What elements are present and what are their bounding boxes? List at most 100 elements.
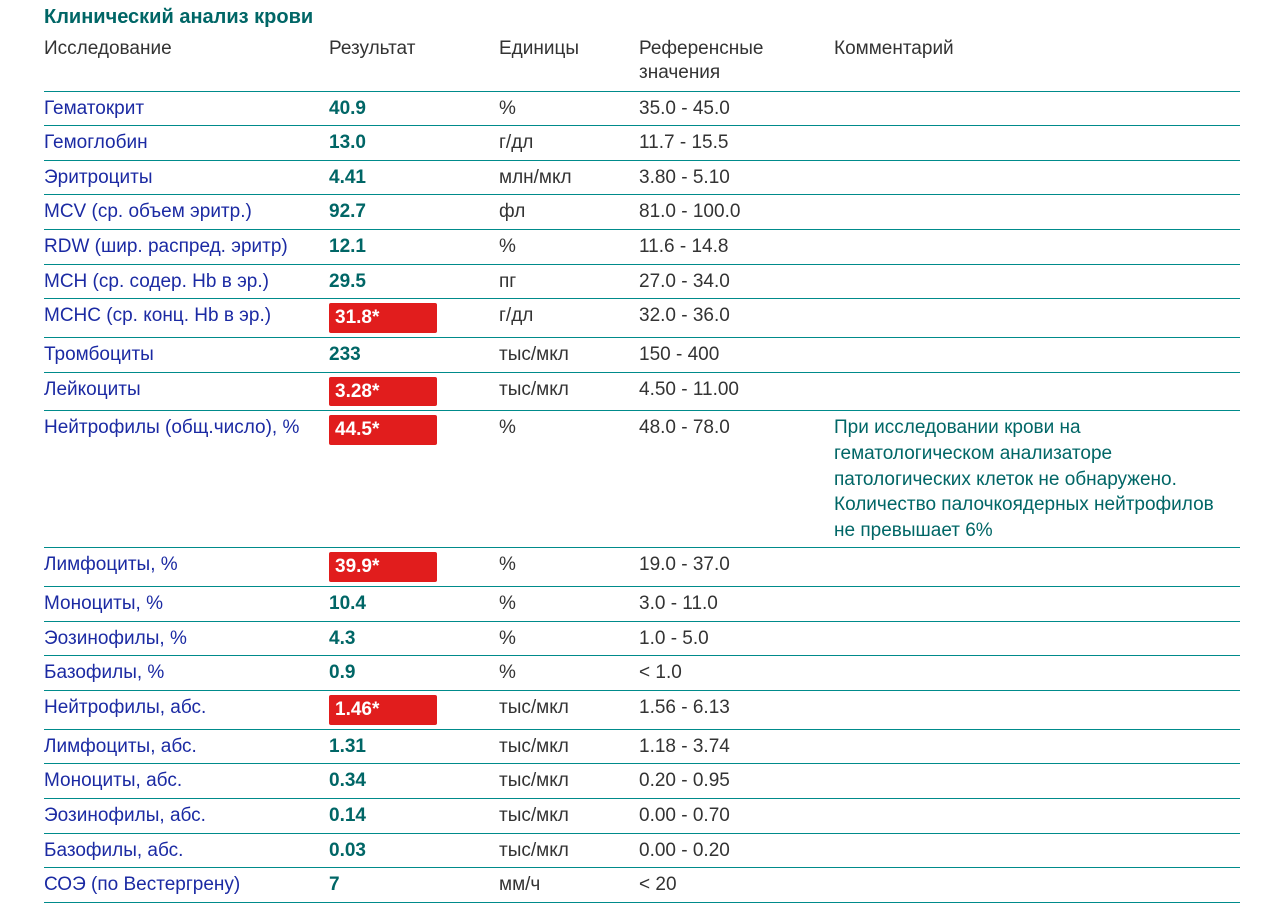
cell-test-name: Тромбоциты bbox=[44, 337, 329, 372]
table-row: Лимфоциты, %39.9*%19.0 - 37.0 bbox=[44, 548, 1240, 587]
cell-result: 0.14 bbox=[329, 798, 499, 833]
table-row: Эозинофилы, %4.3%1.0 - 5.0 bbox=[44, 621, 1240, 656]
col-ref: Референсные значения bbox=[639, 33, 834, 91]
cell-reference-range: 0.00 - 0.70 bbox=[639, 798, 834, 833]
table-row: Нейтрофилы (общ.число), %44.5*%48.0 - 78… bbox=[44, 411, 1240, 548]
table-row: Лимфоциты, абс.1.31тыс/мкл1.18 - 3.74 bbox=[44, 729, 1240, 764]
cell-result: 10.4 bbox=[329, 587, 499, 622]
table-row: Тромбоциты233тыс/мкл150 - 400 bbox=[44, 337, 1240, 372]
table-row: Моноциты, %10.4%3.0 - 11.0 bbox=[44, 587, 1240, 622]
table-row: RDW (шир. распред. эритр)12.1%11.6 - 14.… bbox=[44, 230, 1240, 265]
cell-reference-range: < 20 bbox=[639, 868, 834, 903]
cell-units: тыс/мкл bbox=[499, 372, 639, 411]
table-header-row: Исследование Результат Единицы Референсн… bbox=[44, 33, 1240, 91]
cell-comment bbox=[834, 299, 1240, 338]
cell-result: 0.9 bbox=[329, 656, 499, 691]
table-row: Эозинофилы, абс.0.14тыс/мкл0.00 - 0.70 bbox=[44, 798, 1240, 833]
cell-comment bbox=[834, 160, 1240, 195]
col-result: Результат bbox=[329, 33, 499, 91]
cell-test-name: Эозинофилы, % bbox=[44, 621, 329, 656]
cell-units: млн/мкл bbox=[499, 160, 639, 195]
table-body: Гематокрит40.9%35.0 - 45.0Гемоглобин13.0… bbox=[44, 91, 1240, 902]
report-title: Клинический анализ крови bbox=[44, 6, 1240, 29]
table-row: MCV (ср. объем эритр.)92.7фл81.0 - 100.0 bbox=[44, 195, 1240, 230]
cell-test-name: RDW (шир. распред. эритр) bbox=[44, 230, 329, 265]
cell-comment bbox=[834, 764, 1240, 799]
cell-test-name: MCHC (ср. конц. Hb в эр.) bbox=[44, 299, 329, 338]
cell-units: тыс/мкл bbox=[499, 729, 639, 764]
cell-test-name: Лейкоциты bbox=[44, 372, 329, 411]
cell-result: 1.46* bbox=[329, 691, 499, 730]
table-row: СОЭ (по Вестергрену)7мм/ч< 20 bbox=[44, 868, 1240, 903]
cell-result: 233 bbox=[329, 337, 499, 372]
cell-comment bbox=[834, 798, 1240, 833]
table-row: Гемоглобин13.0г/дл11.7 - 15.5 bbox=[44, 126, 1240, 161]
cell-reference-range: 1.0 - 5.0 bbox=[639, 621, 834, 656]
cell-result: 44.5* bbox=[329, 411, 499, 548]
cell-reference-range: 27.0 - 34.0 bbox=[639, 264, 834, 299]
table-row: Эритроциты4.41млн/мкл3.80 - 5.10 bbox=[44, 160, 1240, 195]
cell-result: 0.03 bbox=[329, 833, 499, 868]
cell-reference-range: 3.80 - 5.10 bbox=[639, 160, 834, 195]
cell-reference-range: 32.0 - 36.0 bbox=[639, 299, 834, 338]
cell-comment bbox=[834, 230, 1240, 265]
cell-test-name: Моноциты, % bbox=[44, 587, 329, 622]
cell-test-name: Моноциты, абс. bbox=[44, 764, 329, 799]
cell-comment bbox=[834, 372, 1240, 411]
cell-units: мм/ч bbox=[499, 868, 639, 903]
cell-comment bbox=[834, 868, 1240, 903]
cell-result: 39.9* bbox=[329, 548, 499, 587]
cell-reference-range: 11.7 - 15.5 bbox=[639, 126, 834, 161]
cell-reference-range: 1.18 - 3.74 bbox=[639, 729, 834, 764]
cell-result: 40.9 bbox=[329, 91, 499, 126]
cell-test-name: Лимфоциты, % bbox=[44, 548, 329, 587]
cell-units: пг bbox=[499, 264, 639, 299]
cell-test-name: Эозинофилы, абс. bbox=[44, 798, 329, 833]
cell-comment bbox=[834, 587, 1240, 622]
cell-units: г/дл bbox=[499, 126, 639, 161]
cell-reference-range: 0.00 - 0.20 bbox=[639, 833, 834, 868]
table-row: Базофилы, %0.9%< 1.0 bbox=[44, 656, 1240, 691]
cell-test-name: Гемоглобин bbox=[44, 126, 329, 161]
cell-test-name: MCH (ср. содер. Hb в эр.) bbox=[44, 264, 329, 299]
cell-units: г/дл bbox=[499, 299, 639, 338]
cell-result: 31.8* bbox=[329, 299, 499, 338]
out-of-range-flag: 1.46* bbox=[329, 695, 437, 725]
table-row: Лейкоциты3.28*тыс/мкл4.50 - 11.00 bbox=[44, 372, 1240, 411]
col-units: Единицы bbox=[499, 33, 639, 91]
table-row: Нейтрофилы, абс.1.46*тыс/мкл1.56 - 6.13 bbox=[44, 691, 1240, 730]
cell-test-name: MCV (ср. объем эритр.) bbox=[44, 195, 329, 230]
table-row: MCHC (ср. конц. Hb в эр.)31.8*г/дл32.0 -… bbox=[44, 299, 1240, 338]
cell-comment bbox=[834, 126, 1240, 161]
cell-test-name: Эритроциты bbox=[44, 160, 329, 195]
cell-comment bbox=[834, 729, 1240, 764]
cell-units: % bbox=[499, 411, 639, 548]
cell-comment bbox=[834, 91, 1240, 126]
cell-result: 12.1 bbox=[329, 230, 499, 265]
cell-units: тыс/мкл bbox=[499, 833, 639, 868]
out-of-range-flag: 39.9* bbox=[329, 552, 437, 582]
cell-reference-range: 19.0 - 37.0 bbox=[639, 548, 834, 587]
cell-units: % bbox=[499, 548, 639, 587]
cell-comment bbox=[834, 691, 1240, 730]
cell-units: % bbox=[499, 230, 639, 265]
cell-units: % bbox=[499, 621, 639, 656]
cell-units: % bbox=[499, 91, 639, 126]
cell-test-name: Базофилы, % bbox=[44, 656, 329, 691]
cell-reference-range: 35.0 - 45.0 bbox=[639, 91, 834, 126]
cell-test-name: Лимфоциты, абс. bbox=[44, 729, 329, 764]
cell-units: тыс/мкл bbox=[499, 337, 639, 372]
cell-reference-range: 150 - 400 bbox=[639, 337, 834, 372]
out-of-range-flag: 3.28* bbox=[329, 377, 437, 407]
cell-result: 7 bbox=[329, 868, 499, 903]
cell-units: тыс/мкл bbox=[499, 691, 639, 730]
cell-reference-range: 1.56 - 6.13 bbox=[639, 691, 834, 730]
cell-comment bbox=[834, 195, 1240, 230]
cell-comment bbox=[834, 548, 1240, 587]
table-row: Гематокрит40.9%35.0 - 45.0 bbox=[44, 91, 1240, 126]
col-comment: Комментарий bbox=[834, 33, 1240, 91]
cell-units: фл bbox=[499, 195, 639, 230]
cell-comment bbox=[834, 337, 1240, 372]
table-row: Базофилы, абс.0.03тыс/мкл0.00 - 0.20 bbox=[44, 833, 1240, 868]
cell-reference-range: 11.6 - 14.8 bbox=[639, 230, 834, 265]
